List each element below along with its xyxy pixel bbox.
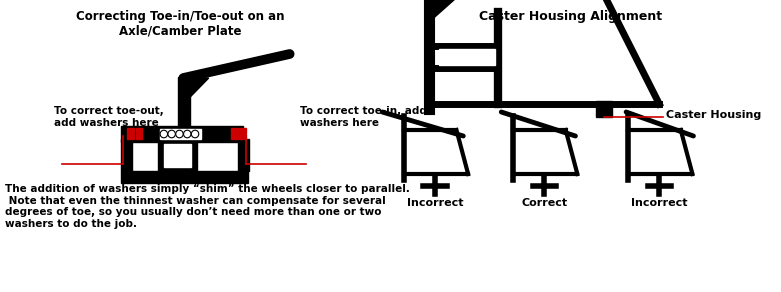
Bar [121,139,132,171]
Text: To correct toe-in, add
washers here: To correct toe-in, add washers here [301,106,427,128]
Polygon shape [429,0,458,22]
Bar [231,134,238,139]
Bar [121,126,243,142]
Circle shape [176,130,184,138]
Bar [238,139,248,171]
Text: The addition of washers simply “shim” the wheels closer to parallel.
 Note that : The addition of washers simply “shim” th… [5,184,410,229]
Polygon shape [184,78,209,104]
Bar [127,134,134,139]
Bar [177,77,191,177]
Bar [160,129,201,139]
Bar [231,128,238,133]
Text: Correcting Toe-in/Toe-out on an
Axle/Camber Plate: Correcting Toe-in/Toe-out on an Axle/Cam… [77,10,285,38]
Bar [239,128,246,133]
Text: To correct toe-out,
add washers here: To correct toe-out, add washers here [54,106,163,128]
Circle shape [191,130,198,138]
Bar [127,128,134,133]
Bar [239,134,246,139]
Text: Incorrect: Incorrect [631,198,687,208]
Text: Caster Housing Alignment: Caster Housing Alignment [479,10,662,23]
Bar [164,144,191,167]
Bar [136,134,142,139]
Text: Incorrect: Incorrect [407,198,463,208]
Bar [121,171,248,183]
Bar [596,101,612,117]
Text: Correct: Correct [521,198,567,208]
Circle shape [184,130,191,138]
Bar [136,128,142,133]
Text: Caster Housing: Caster Housing [666,110,761,120]
Circle shape [160,130,168,138]
Circle shape [168,130,176,138]
Bar [158,141,197,171]
Bar [439,49,495,65]
